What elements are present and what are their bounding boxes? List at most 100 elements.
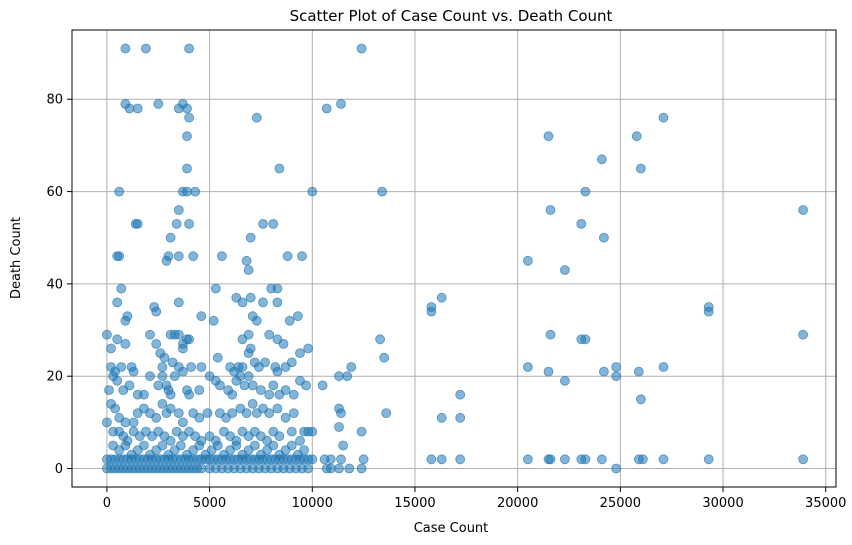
scatter-point [175,440,186,451]
scatter-point [336,408,346,419]
scatter-point [258,218,268,229]
scatter-point [307,454,318,465]
scatter-point [321,103,332,114]
scatter-point [336,99,346,109]
scatter-point [243,329,254,340]
scatter-point [631,131,642,142]
scatter-point [295,348,305,359]
scatter-point [243,371,254,382]
scatter-point [106,362,116,372]
scatter-point [560,375,570,386]
scatter-point [278,338,289,349]
scatter-point [120,440,131,451]
scatter-point [301,380,312,391]
scatter-point [247,380,258,391]
scatter-point [543,366,554,377]
scatter-point [157,362,168,372]
scatter-point [284,315,295,326]
scatter-point [334,463,344,474]
scatter-point [334,371,344,382]
scatter-point [272,403,283,414]
scatter-point [163,251,174,262]
scatter-point [116,283,127,294]
scatter-point [112,297,123,308]
scatter-point [288,408,299,419]
scatter-point [280,385,291,396]
scatter-point [173,329,184,340]
scatter-point [104,385,114,396]
scatter-point [356,43,367,54]
scatter-point [245,292,256,303]
scatter-point [151,412,162,423]
scatter-point [102,417,112,428]
scatter-point [268,380,279,391]
scatter-point [227,389,238,400]
scatter-point [138,440,149,451]
scatter-point [455,389,466,400]
scatter-point [194,412,205,423]
scatter-point [177,343,188,354]
scatter-point [241,255,252,266]
scatter-point [455,412,466,423]
scatter-point [798,454,808,465]
scatter-point [112,334,123,345]
scatter-point [145,329,155,340]
scatter-point [102,329,112,340]
scatter-point [173,251,184,262]
scatter-point [426,454,437,465]
scatter-point [182,163,192,174]
scatter-point [560,454,570,465]
scatter-point [282,251,293,262]
scatter-point [157,398,168,409]
scatter-point [317,380,328,391]
scatter-point [272,366,283,377]
x-tick-label: 10000 [292,496,333,511]
scatter-point [106,343,116,354]
scatter-point [599,366,609,377]
scatter-point [436,292,447,303]
scatter-point [245,232,256,243]
scatter-point [169,371,180,382]
x-tick-label: 25000 [600,496,641,511]
scatter-point [182,103,192,114]
scatter-point [307,186,318,197]
scatter-point [356,463,367,474]
scatter-point [377,186,388,197]
scatter-point [523,255,533,266]
scatter-point [258,297,268,308]
scatter-point [295,435,305,446]
scatter-point [580,186,591,197]
scatter-point [303,343,314,354]
scatter-point [334,422,344,432]
scatter-point [184,43,195,54]
scatter-point [249,440,260,451]
scatter-point [638,454,648,465]
scatter-point [272,283,283,294]
scatter-point [260,357,271,368]
x-tick-label: 15000 [394,496,435,511]
y-tick-label: 40 [46,277,63,292]
scatter-point [184,389,195,400]
y-tick-label: 0 [55,462,63,477]
scatter-point [597,154,607,165]
scatter-point [110,403,120,414]
scatter-point [375,334,386,345]
scatter-point [286,357,297,368]
scatter-point [303,426,314,437]
scatter-point [798,329,808,340]
y-tick-label: 80 [46,93,63,108]
scatter-point [597,454,607,465]
scatter-point [346,362,357,372]
scatter-point [186,362,197,372]
scatter-point [132,103,143,114]
scatter-point [182,131,192,142]
scatter-point [235,371,246,382]
scatter-point [151,306,162,317]
scatter-point [280,412,291,423]
x-tick-label: 35000 [805,496,846,511]
scatter-point [560,265,570,275]
scatter-point [214,380,225,391]
scatter-point [128,417,139,428]
scatter-point [237,362,248,372]
scatter-point [658,454,669,465]
